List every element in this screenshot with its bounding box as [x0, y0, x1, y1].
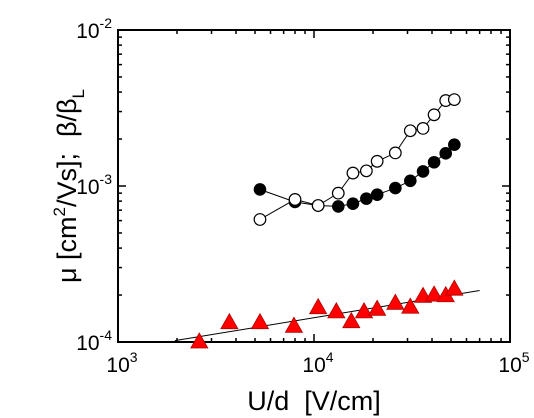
- x-axis-title: U/d [V/cm]: [247, 386, 381, 416]
- open-circle-point: [359, 164, 373, 178]
- filled-circle-point: [331, 200, 345, 213]
- triangle-point: [401, 297, 420, 314]
- open-circle-point: [416, 122, 430, 135]
- filled-circle-point: [360, 192, 373, 205]
- triangle-point: [424, 285, 444, 302]
- triangle-point: [308, 297, 328, 315]
- filled-circle-point: [427, 155, 441, 169]
- triangle-point: [284, 316, 304, 333]
- filled-circle-point: [448, 138, 461, 151]
- triangle-point: [220, 312, 239, 330]
- y-axis-title: μ [cm2/Vs]; β/βL: [50, 89, 88, 283]
- open-circle-point: [427, 108, 441, 122]
- y-axis-title-mu-end: /Vs];: [52, 153, 82, 207]
- filled-circle-point: [370, 188, 384, 201]
- filled-circle-point: [416, 165, 430, 178]
- x-tick-label: 103: [106, 349, 137, 377]
- x-tick-label: 104: [302, 349, 333, 377]
- triangle-point: [250, 312, 270, 330]
- y-axis-title-beta-sub: L: [69, 89, 88, 98]
- x-tick-label: 105: [498, 349, 529, 377]
- open-circle-point: [253, 213, 267, 226]
- triangle-point: [386, 293, 405, 310]
- triangle-point: [342, 311, 361, 329]
- open-circle-point: [403, 124, 417, 138]
- filled-circle-point: [439, 147, 453, 160]
- y-axis-title-beta: β/β: [52, 98, 82, 137]
- y-tick-label: 10-2: [76, 15, 112, 43]
- triangle-point: [367, 299, 387, 316]
- triangle-point: [354, 302, 374, 319]
- axis-tick-labels: 103 104 105 10-4 10-3 10-2: [76, 15, 530, 377]
- open-circle-point: [447, 93, 461, 106]
- filled-circle-point: [253, 183, 267, 196]
- filled-circle-point: [404, 174, 417, 188]
- y-axis-title-mu-sup: 2: [50, 207, 69, 216]
- axis-ticks: [117, 30, 510, 343]
- open-circle-point: [388, 146, 402, 160]
- filled-circle-point: [389, 181, 402, 195]
- triangle-point: [327, 302, 346, 319]
- series-group: [190, 93, 464, 349]
- triangle-point: [445, 279, 464, 296]
- filled-circle-point: [346, 197, 360, 211]
- open-circle-point: [288, 193, 302, 206]
- open-circle-point: [311, 199, 325, 212]
- triangle-point: [190, 332, 209, 349]
- open-circle-point: [370, 154, 384, 168]
- y-tick-label: 10-4: [76, 327, 112, 355]
- open-circle-point: [346, 166, 360, 180]
- y-tick-label: 10-3: [76, 171, 112, 199]
- open-circle-point: [331, 186, 345, 200]
- y-axis-title-mu: μ [cm: [52, 216, 82, 283]
